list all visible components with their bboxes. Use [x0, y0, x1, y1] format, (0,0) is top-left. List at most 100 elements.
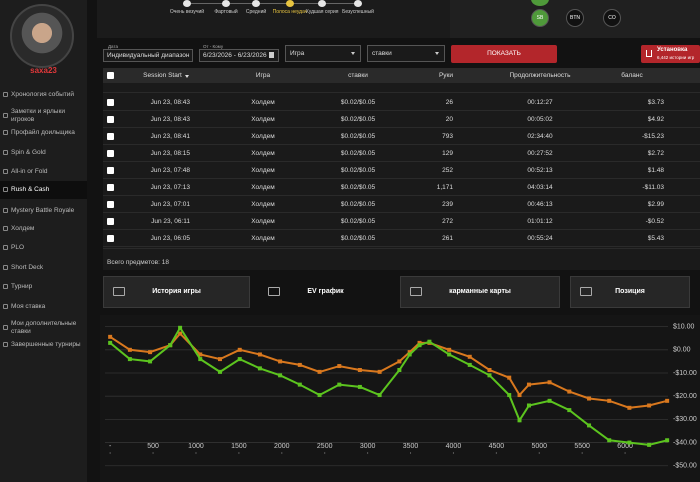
- table-row[interactable]: [103, 179, 700, 196]
- select[interactable]: [367, 45, 445, 62]
- luck-icon[interactable]: [318, 0, 326, 7]
- point: [108, 334, 113, 339]
- checkbox[interactable]: [107, 235, 114, 242]
- range-input[interactable]: [199, 49, 279, 62]
- checkbox[interactable]: [107, 150, 114, 157]
- table-row[interactable]: [103, 145, 700, 162]
- tab-label: карманные карты: [449, 288, 511, 295]
- checkbox[interactable]: [107, 184, 114, 191]
- point: [665, 398, 670, 403]
- checkbox[interactable]: [107, 218, 114, 225]
- luck-icon[interactable]: [183, 0, 191, 7]
- tab-label: EV график: [307, 288, 344, 295]
- luck-icon[interactable]: [252, 0, 260, 7]
- point: [317, 369, 322, 374]
- column-header[interactable]: Продолжительность: [509, 72, 571, 79]
- table-row[interactable]: [103, 128, 700, 145]
- table-row[interactable]: [103, 196, 700, 213]
- range-value: 6/23/2026 - 6/23/2026: [203, 52, 267, 59]
- tab[interactable]: [258, 276, 393, 308]
- date-select[interactable]: [103, 49, 193, 62]
- menu-item[interactable]: Заметки и ярлыки игроков: [11, 108, 65, 123]
- menu-icon: [3, 342, 8, 347]
- menu-icon: [3, 226, 8, 231]
- column-header[interactable]: Игра: [255, 72, 271, 79]
- menu-item[interactable]: Rush & Cash: [11, 186, 50, 193]
- table-row[interactable]: [103, 162, 700, 179]
- luck-line: [187, 3, 358, 4]
- table-row[interactable]: [103, 111, 700, 128]
- menu-item[interactable]: Завершенные турниры: [11, 341, 81, 348]
- menu-icon: [3, 325, 8, 330]
- point: [278, 359, 283, 364]
- table-cell: 239: [442, 201, 453, 208]
- luck-icon[interactable]: [286, 0, 294, 7]
- menu-item[interactable]: Турнир: [11, 283, 33, 290]
- table-row[interactable]: [103, 230, 700, 247]
- table-cell: 00:55:24: [527, 235, 553, 242]
- point: [337, 382, 342, 387]
- menu-icon: [3, 169, 8, 174]
- column-header[interactable]: ставки: [348, 72, 368, 79]
- luck-label: Очень везучий: [169, 9, 205, 15]
- date-value: Индивидуальный диапазон: [107, 52, 190, 59]
- position-button[interactable]: [603, 9, 621, 27]
- luck-label: Худшая серия: [305, 9, 339, 15]
- y-tick-label: -$50.00: [673, 463, 697, 470]
- select[interactable]: [285, 45, 361, 62]
- luck-icon[interactable]: [354, 0, 362, 7]
- checkbox[interactable]: [107, 201, 114, 208]
- checkbox[interactable]: [107, 99, 114, 106]
- checkbox[interactable]: [107, 72, 114, 79]
- menu-item[interactable]: Mystery Battle Royale: [11, 207, 75, 214]
- x-tick-label: 4000: [446, 443, 462, 450]
- table-row[interactable]: [103, 213, 700, 230]
- column-header[interactable]: Session Start: [143, 72, 182, 79]
- checkbox[interactable]: [107, 133, 114, 140]
- luck-label: Средний: [245, 9, 267, 15]
- menu-icon: [3, 150, 8, 155]
- point: [317, 393, 322, 398]
- table-cell: 793: [442, 133, 453, 140]
- menu-item[interactable]: Мои дополнительные ставки: [11, 320, 77, 335]
- point: [547, 380, 552, 385]
- ev-chart: $10.00 $0.00 -$10.00 -$20.00 -$30.00 -$40.00 -…: [105, 323, 697, 470]
- sort-arrow: [185, 74, 189, 78]
- position-label: BTN: [570, 15, 580, 21]
- select-value: ставки: [372, 50, 392, 57]
- menu-icon: [3, 245, 8, 250]
- table-cell: $0.02/$0.05: [340, 184, 376, 191]
- point: [178, 331, 183, 336]
- install-button[interactable]: [641, 45, 700, 63]
- tab[interactable]: [103, 276, 250, 308]
- menu-icon: [3, 284, 8, 289]
- table-row[interactable]: [103, 94, 700, 111]
- position-button[interactable]: [566, 9, 584, 27]
- point: [447, 347, 452, 352]
- menu-item[interactable]: Холдем: [11, 225, 35, 232]
- menu-item[interactable]: Spin & Gold: [11, 149, 46, 156]
- table-cell: 20: [445, 116, 453, 123]
- table-cell: 252: [442, 167, 453, 174]
- menu-item[interactable]: Моя ставка: [11, 303, 46, 310]
- menu-item[interactable]: PLO: [11, 244, 25, 251]
- position-button[interactable]: [531, 9, 549, 27]
- point: [397, 359, 402, 364]
- column-header[interactable]: баланс: [621, 72, 643, 79]
- menu-item[interactable]: All-in or Fold: [11, 168, 48, 175]
- menu-item[interactable]: Хронология событий: [11, 91, 75, 98]
- total-count: Всего предметов: 18: [107, 259, 169, 266]
- column-header[interactable]: Руки: [438, 72, 453, 79]
- show-button[interactable]: [451, 45, 557, 63]
- checkbox[interactable]: [107, 167, 114, 174]
- point: [517, 393, 522, 398]
- table-cell: 129: [442, 150, 453, 157]
- tab[interactable]: [570, 276, 690, 308]
- menu-item[interactable]: Профайл доильщика: [11, 129, 75, 136]
- x-tick-label: 5000: [531, 443, 547, 450]
- luck-icon[interactable]: [222, 0, 230, 7]
- menu-item[interactable]: Short Deck: [11, 264, 44, 271]
- table-cell: 00:46:13: [527, 201, 553, 208]
- checkbox[interactable]: [107, 116, 114, 123]
- tab[interactable]: [400, 276, 560, 308]
